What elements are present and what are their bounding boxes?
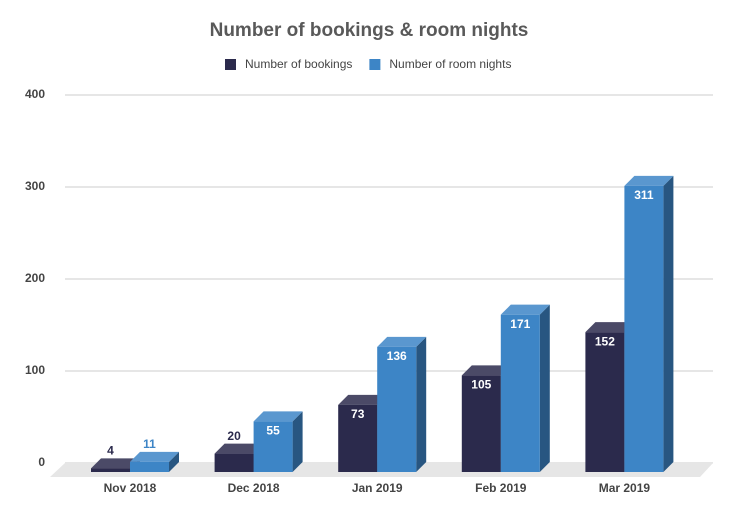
bar-top (461, 365, 511, 376)
legend-label: Number of bookings (245, 57, 352, 71)
bar-top (91, 458, 140, 469)
data-label: 152 (595, 334, 615, 348)
bar-top (214, 443, 264, 454)
x-tick-label: Nov 2018 (104, 481, 157, 495)
x-tick-label: Dec 2018 (228, 481, 280, 495)
y-tick-label: 300 (25, 179, 45, 193)
bar (500, 314, 540, 472)
bar (130, 461, 169, 472)
bar (377, 346, 417, 472)
bar-top (585, 322, 635, 333)
data-label: 171 (510, 317, 530, 331)
x-tick-label: Mar 2019 (599, 481, 651, 495)
bar (585, 332, 625, 472)
data-label: 20 (227, 429, 241, 443)
data-label: 11 (143, 437, 156, 451)
bar (461, 375, 501, 472)
bar-side (416, 336, 427, 472)
bar (338, 404, 378, 472)
bar-side (539, 304, 550, 472)
y-tick-label: 400 (25, 87, 45, 101)
bar-top (253, 411, 303, 422)
legend-label: Number of room nights (389, 57, 511, 71)
bar-top (377, 336, 427, 347)
data-label: 55 (266, 424, 280, 438)
bar (624, 185, 664, 472)
bar (91, 468, 130, 472)
y-tick-label: 100 (25, 363, 45, 377)
bar-side (169, 451, 179, 472)
y-tick-label: 0 (38, 455, 45, 469)
bar (253, 421, 293, 472)
bar-top (130, 451, 179, 462)
legend-swatch (369, 59, 381, 70)
data-label: 73 (351, 407, 365, 421)
bar-top (500, 304, 550, 315)
x-tick-label: Feb 2019 (475, 481, 527, 495)
bar-top (338, 394, 388, 405)
bar-side (292, 411, 303, 472)
data-label: 4 (107, 443, 114, 457)
bar-top (624, 175, 674, 186)
bar-side (663, 175, 674, 472)
data-label: 136 (387, 349, 407, 363)
y-tick-label: 200 (25, 271, 45, 285)
bar (214, 453, 254, 472)
legend-swatch (225, 59, 236, 70)
x-tick-label: Jan 2019 (352, 481, 403, 495)
data-label: 311 (634, 188, 654, 202)
data-label: 105 (471, 378, 491, 392)
chart-title: Number of bookings & room nights (210, 20, 529, 41)
